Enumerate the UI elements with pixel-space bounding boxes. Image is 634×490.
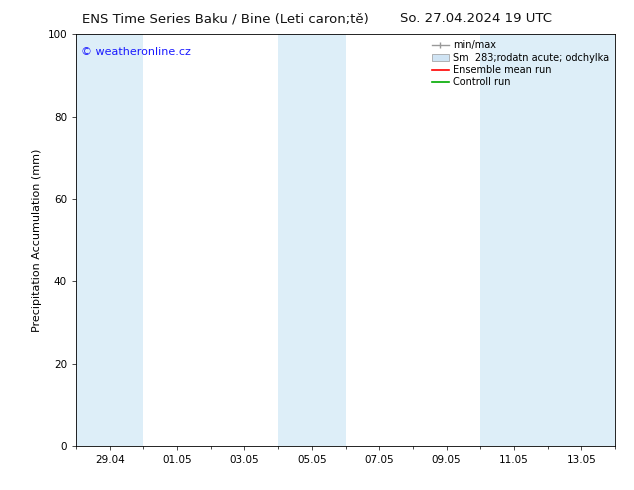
Text: So. 27.04.2024 19 UTC: So. 27.04.2024 19 UTC bbox=[399, 12, 552, 25]
Text: © weatheronline.cz: © weatheronline.cz bbox=[81, 47, 191, 57]
Bar bbox=[76, 34, 143, 446]
Bar bbox=[480, 34, 615, 446]
Y-axis label: Precipitation Accumulation (mm): Precipitation Accumulation (mm) bbox=[32, 148, 42, 332]
Legend: min/max, Sm  283;rodatn acute; odchylka, Ensemble mean run, Controll run: min/max, Sm 283;rodatn acute; odchylka, … bbox=[428, 36, 613, 91]
Bar bbox=[278, 34, 346, 446]
Text: ENS Time Series Baku / Bine (Leti caron;tě): ENS Time Series Baku / Bine (Leti caron;… bbox=[82, 12, 369, 25]
